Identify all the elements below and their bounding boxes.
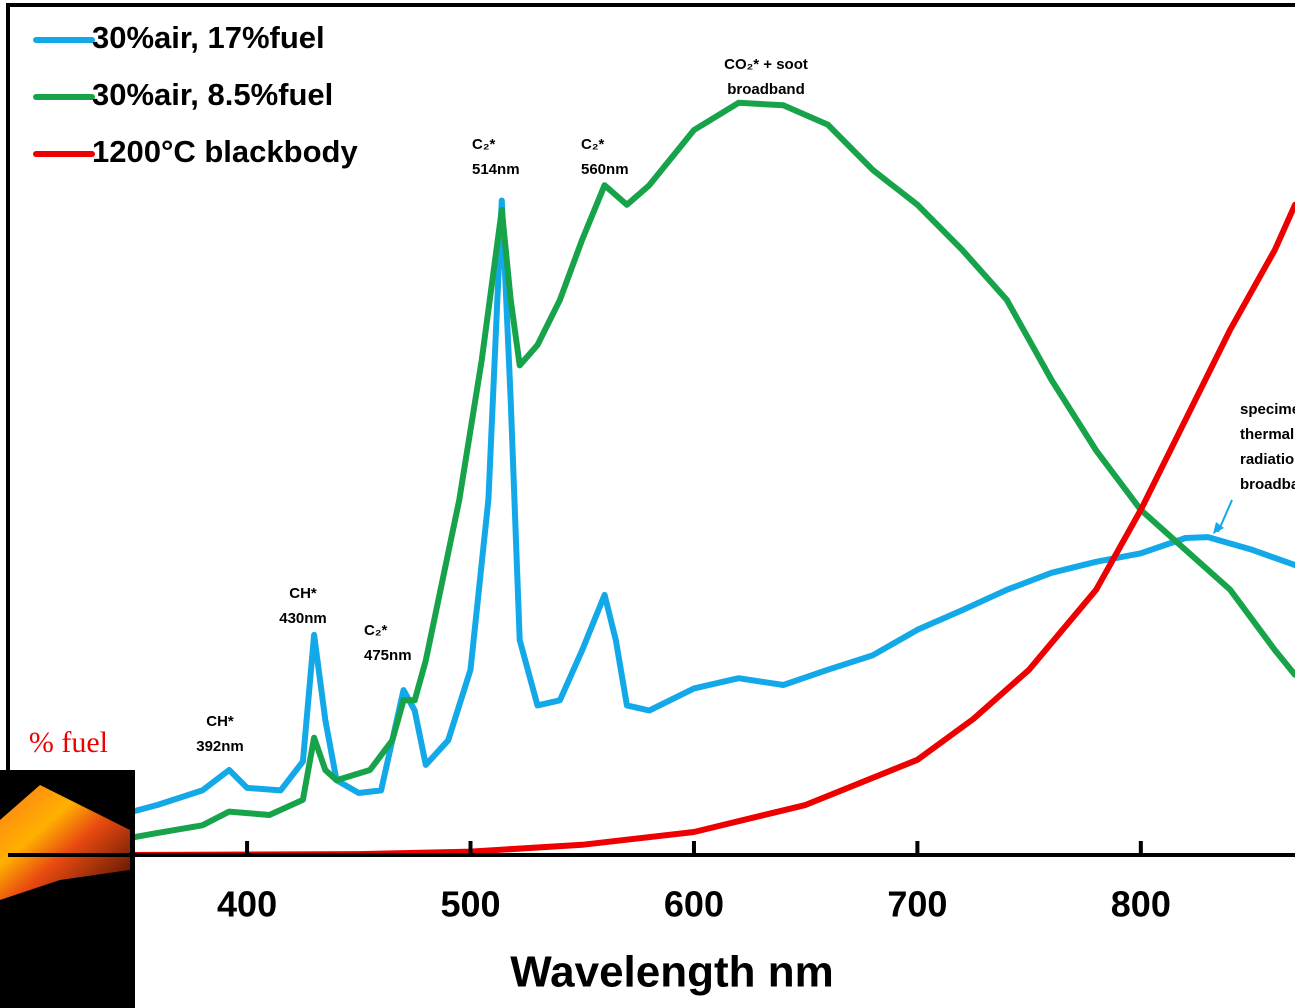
annotation: broadband: [1240, 476, 1295, 493]
annotation-arrowhead: [1213, 522, 1224, 534]
annotation: CH*: [206, 713, 234, 730]
annotation: CO₂* + soot: [724, 56, 808, 73]
annotation: C₂*: [472, 136, 495, 153]
annotation: CH*: [289, 585, 317, 602]
annotation: broadband: [727, 81, 805, 98]
series-line: [116, 99, 1295, 843]
annotation: 392nm: [196, 738, 244, 755]
x-tick-label: 500: [440, 884, 500, 925]
flame-glow: [0, 785, 130, 900]
annotation: 514nm: [472, 161, 520, 178]
annotation: 475nm: [364, 647, 412, 664]
x-tick-label: 700: [887, 884, 947, 925]
series-line: [116, 201, 1295, 855]
photo-label: % fuel: [29, 726, 108, 759]
annotation: C₂*: [581, 136, 604, 153]
legend-label: 1200°C blackbody: [92, 134, 358, 169]
series-line: [116, 197, 1295, 818]
x-tick-label: 600: [664, 884, 724, 925]
annotation: radiation: [1240, 451, 1295, 468]
annotation: 560nm: [581, 161, 629, 178]
annotation: 430nm: [279, 610, 327, 627]
x-tick-label: 400: [217, 884, 277, 925]
legend-label: 30%air, 17%fuel: [92, 20, 325, 55]
annotation: C₂*: [364, 622, 387, 639]
x-axis-label: Wavelength nm: [510, 948, 834, 997]
plot-frame: [6, 3, 1295, 857]
legend-label: 30%air, 8.5%fuel: [92, 77, 333, 112]
x-tick-label: 800: [1111, 884, 1171, 925]
annotation: specimen: [1240, 401, 1295, 418]
annotation: thermal: [1240, 426, 1294, 443]
plot-area: [116, 99, 1295, 855]
